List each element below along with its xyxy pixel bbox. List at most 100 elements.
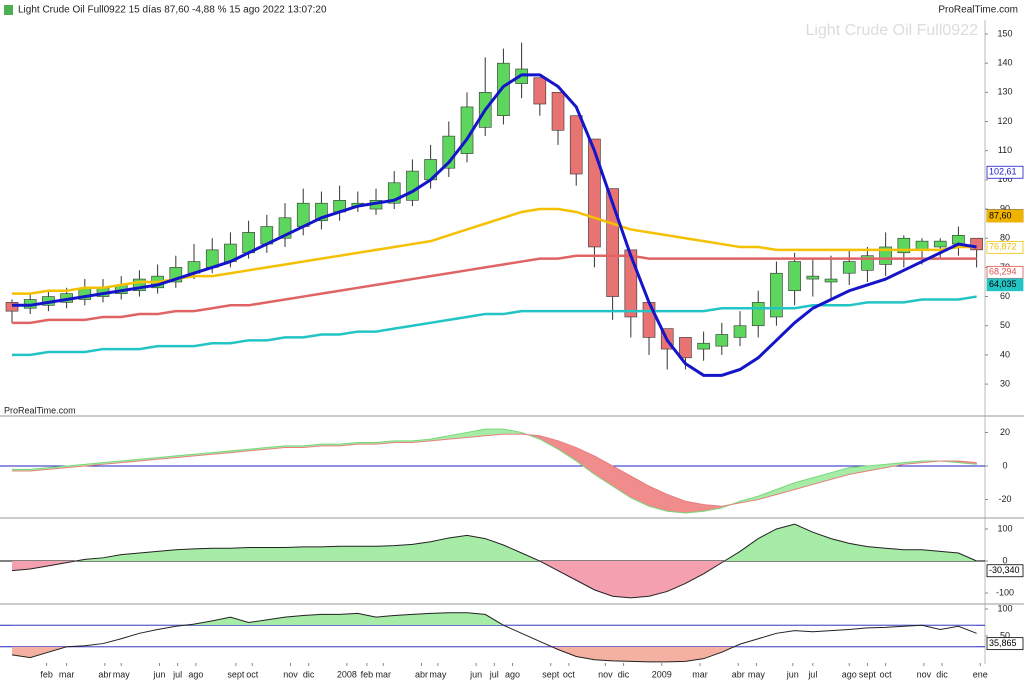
candle-body xyxy=(824,278,838,283)
x-tick-label: jul xyxy=(807,669,817,679)
oscillator-line xyxy=(11,612,977,663)
candle-body xyxy=(933,240,947,248)
x-tick-label: dic xyxy=(303,669,315,679)
candle-body xyxy=(569,115,583,175)
x-tick-label: may xyxy=(113,669,131,679)
x-tick-label: ago xyxy=(188,669,203,679)
x-tick-label: nov xyxy=(283,669,298,679)
y-tick-label: 50 xyxy=(1000,320,1010,330)
x-tick-label: mar xyxy=(376,669,392,679)
x-tick-label: jun xyxy=(469,669,482,679)
price-marker-box xyxy=(986,265,1024,279)
candle-body xyxy=(806,275,820,280)
x-tick-label: abr xyxy=(415,669,428,679)
price-marker-box xyxy=(986,240,1024,254)
candle-body xyxy=(842,261,856,274)
x-tick-label: dic xyxy=(936,669,948,679)
candle-body xyxy=(751,302,765,327)
candle-body xyxy=(788,261,801,292)
y-tick-label: 100 xyxy=(997,523,1012,533)
oscillator-line xyxy=(11,523,977,599)
y-tick-label: -20 xyxy=(998,494,1011,504)
price-marker-box xyxy=(986,637,1024,651)
price-marker-label: 35,865 xyxy=(989,638,1017,648)
x-tick-label: 2008 xyxy=(337,669,357,679)
price-marker-box xyxy=(986,165,1024,179)
price-marker-label: 87,60 xyxy=(989,210,1012,220)
y-tick-label: 0 xyxy=(1002,460,1007,470)
source: ProRealTime.com xyxy=(4,405,76,415)
x-tick-label: mar xyxy=(692,669,708,679)
watermark: Light Crude Oil Full0922 xyxy=(805,22,978,39)
moving-average xyxy=(12,254,977,325)
y-tick-label: 40 xyxy=(1000,349,1010,359)
y-tick-label: 110 xyxy=(998,145,1012,155)
candle-body xyxy=(406,170,419,201)
x-tick-label: sept xyxy=(227,669,245,679)
x-tick-label: abr xyxy=(732,669,745,679)
candle-body xyxy=(733,325,747,338)
y-tick-label: 30 xyxy=(1000,378,1010,388)
y-tick-label: 120 xyxy=(997,116,1012,126)
price-marker-box xyxy=(986,209,1024,223)
candle-body xyxy=(533,77,547,105)
chart-title: Light Crude Oil Full0922 15 días 87,60 -… xyxy=(18,5,327,16)
y-tick-label: 130 xyxy=(997,87,1012,97)
x-tick-label: 2009 xyxy=(652,669,672,679)
moving-average xyxy=(12,73,977,377)
x-tick-label: abr xyxy=(98,669,111,679)
brand: ProRealTime.com xyxy=(938,5,1018,16)
x-tick-label: nov xyxy=(598,669,613,679)
price-marker-label: -30,340 xyxy=(989,565,1020,575)
x-tick-label: sept xyxy=(859,669,877,679)
x-tick-label: ene xyxy=(973,669,988,679)
price-marker-box xyxy=(986,278,1024,292)
candle-body xyxy=(770,272,783,318)
x-tick-label: feb xyxy=(40,669,53,679)
candle-body xyxy=(879,246,892,265)
price-marker-label: 102,61 xyxy=(989,167,1017,177)
y-tick-label: 20 xyxy=(1000,427,1010,437)
y-tick-label: 100 xyxy=(997,603,1012,613)
candle-body xyxy=(551,92,565,131)
candle-body xyxy=(697,342,710,350)
y-tick-label: 0 xyxy=(1002,555,1007,565)
price-marker-box xyxy=(986,564,1024,578)
x-tick-label: jun xyxy=(152,669,165,679)
x-tick-label: nov xyxy=(917,669,932,679)
x-tick-label: feb xyxy=(361,669,374,679)
candle-body xyxy=(679,337,692,359)
x-tick-label: may xyxy=(429,669,447,679)
x-tick-label: may xyxy=(748,669,766,679)
x-tick-label: ago xyxy=(842,669,857,679)
x-tick-label: sept xyxy=(542,669,560,679)
y-tick-label: 60 xyxy=(1000,291,1010,301)
y-tick-label: 150 xyxy=(997,28,1012,38)
price-marker-label: 76,872 xyxy=(989,242,1017,252)
x-tick-label: jul xyxy=(489,669,499,679)
x-tick-label: jul xyxy=(172,669,182,679)
candle-body xyxy=(642,302,656,338)
x-tick-label: jun xyxy=(786,669,799,679)
oscillator-line xyxy=(12,433,977,507)
candle-body xyxy=(970,237,983,251)
price-marker-label: 64,035 xyxy=(989,279,1017,289)
x-tick-label: oct xyxy=(563,669,576,679)
x-tick-label: oct xyxy=(880,669,893,679)
x-tick-label: oct xyxy=(246,669,259,679)
y-tick-label: 80 xyxy=(1000,233,1010,243)
y-tick-label: 90 xyxy=(1000,203,1010,213)
y-tick-label: 100 xyxy=(997,174,1012,184)
app-icon xyxy=(4,5,13,15)
price-marker-label: 68,294 xyxy=(989,267,1017,277)
y-tick-label: 50 xyxy=(1000,630,1010,640)
x-tick-label: mar xyxy=(59,669,75,679)
candle-body xyxy=(497,62,510,116)
oscillator-line xyxy=(12,428,977,514)
area-fill-up xyxy=(12,524,977,562)
candle-body xyxy=(715,334,729,347)
candle-body xyxy=(133,278,146,292)
x-tick-label: ago xyxy=(505,669,520,679)
